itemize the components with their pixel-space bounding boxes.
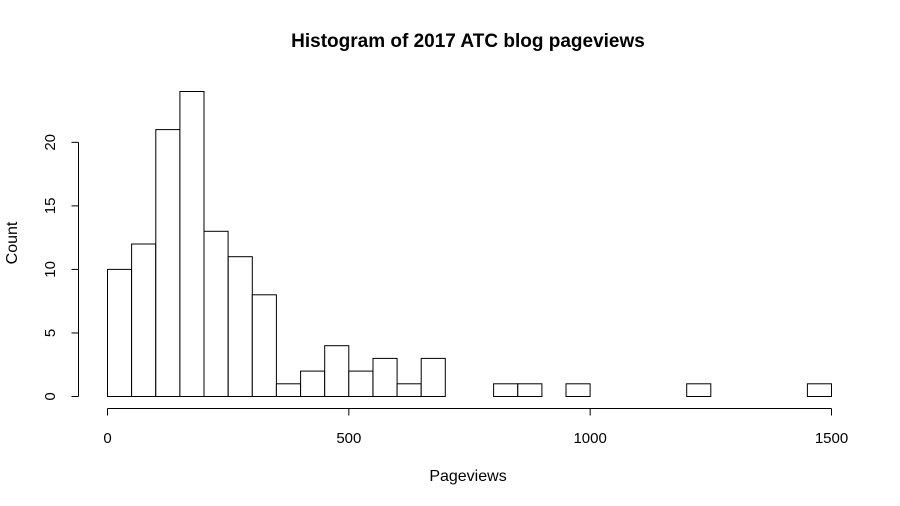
- histogram-bar: [179, 91, 205, 397]
- y-tick-label: 0: [42, 392, 59, 400]
- y-tick-label: 5: [42, 329, 59, 337]
- histogram-bar: [806, 383, 833, 397]
- histogram-bar: [203, 230, 229, 397]
- histogram-bar: [131, 243, 157, 397]
- y-tick-label: 15: [42, 198, 59, 215]
- histogram-bar: [300, 370, 326, 398]
- x-tick-label: 1000: [573, 430, 606, 447]
- histogram-bar: [348, 370, 374, 398]
- x-tick-label: 500: [336, 430, 361, 447]
- histogram-bar: [372, 357, 398, 397]
- x-tick-label: 0: [103, 430, 111, 447]
- y-axis: 0 5 10 15 20: [42, 134, 79, 401]
- chart-title: Histogram of 2017 ATC blog pageviews: [291, 31, 645, 52]
- histogram-bar: [107, 268, 133, 397]
- histogram-bar: [420, 357, 446, 397]
- histogram-bar: [275, 383, 301, 397]
- histogram-bar: [227, 256, 253, 398]
- histogram-bar: [324, 345, 350, 398]
- histogram-bar: [493, 383, 519, 397]
- histogram-bar: [396, 383, 422, 397]
- x-axis: 0 500 1000 1500: [103, 408, 848, 447]
- x-axis-label: Pageviews: [429, 468, 506, 485]
- histogram-bar: [565, 383, 591, 397]
- y-tick-label: 20: [42, 134, 59, 151]
- histogram-bar: [517, 383, 543, 397]
- histogram-bar: [686, 383, 712, 397]
- y-axis-label: Count: [4, 221, 21, 264]
- x-tick-label: 1500: [815, 430, 848, 447]
- histogram-bar: [251, 294, 277, 397]
- histogram-bars: [107, 91, 833, 398]
- histogram-bar: [155, 129, 181, 397]
- y-tick-label: 10: [42, 261, 59, 278]
